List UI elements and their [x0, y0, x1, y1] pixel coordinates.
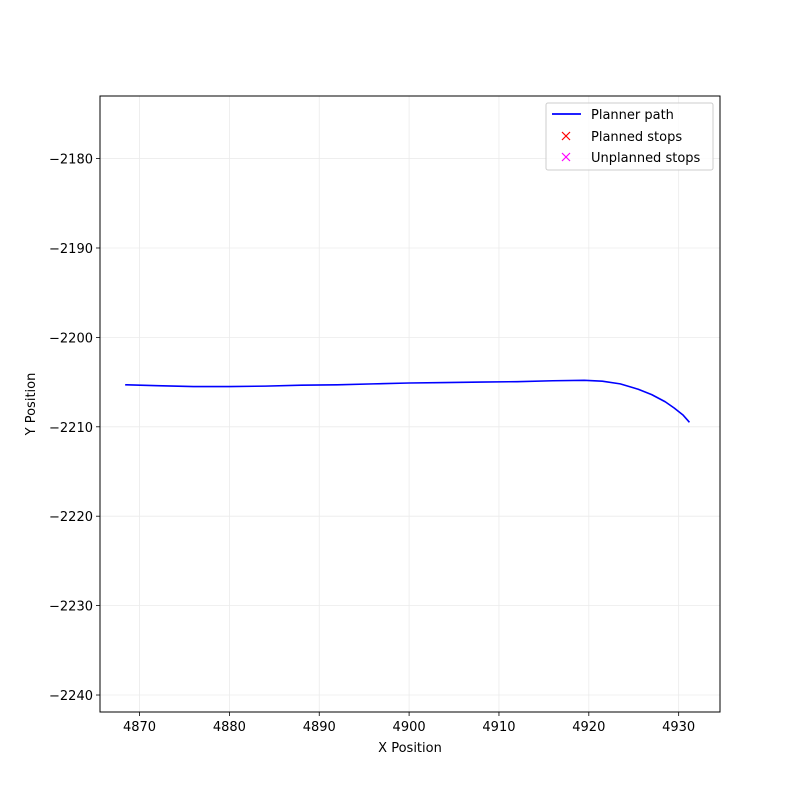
series-line-planner-path — [125, 379, 691, 423]
y-tick-label: −2240 — [49, 689, 93, 704]
tick-marks — [96, 158, 680, 716]
y-tick-label: −2180 — [49, 153, 93, 168]
x-tick-label: 4890 — [303, 720, 336, 735]
plot-area-frame — [99, 95, 721, 713]
legend-label-unplanned-stops: Unplanned stops — [591, 151, 701, 166]
series-layer — [125, 379, 691, 423]
y-axis-label: Y Position — [24, 373, 39, 437]
x-tick-labels: 4870 4880 4890 4900 4910 4920 4930 — [123, 720, 695, 735]
x-tick-label: 4870 — [123, 720, 156, 735]
y-tick-label: −2200 — [49, 331, 93, 346]
x-tick-label: 4920 — [572, 720, 605, 735]
legend-label-planned-stops: Planned stops — [591, 130, 682, 145]
y-tick-label: −2230 — [49, 600, 93, 615]
legend-box — [545, 102, 714, 171]
y-tick-label: −2210 — [49, 421, 93, 436]
x-tick-label: 4930 — [662, 720, 695, 735]
legend: Planner path Planned stops Unplanned sto… — [545, 102, 714, 171]
y-tick-label: −2190 — [49, 242, 93, 257]
legend-label-planner-path: Planner path — [591, 108, 674, 123]
y-tick-label: −2220 — [49, 510, 93, 525]
x-tick-label: 4880 — [213, 720, 246, 735]
grid-lines — [100, 96, 720, 712]
x-axis-label: X Position — [378, 741, 442, 756]
x-tick-label: 4910 — [482, 720, 515, 735]
legend-swatch-unplanned-stops — [561, 152, 571, 162]
y-tick-labels: −2180 −2190 −2200 −2210 −2220 −2230 −2240 — [49, 153, 93, 704]
legend-swatch-planned-stops — [561, 131, 571, 141]
x-tick-label: 4900 — [393, 720, 426, 735]
